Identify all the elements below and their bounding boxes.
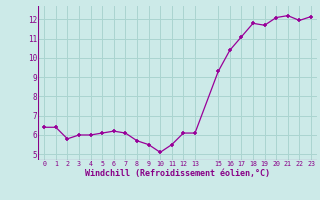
X-axis label: Windchill (Refroidissement éolien,°C): Windchill (Refroidissement éolien,°C): [85, 169, 270, 178]
